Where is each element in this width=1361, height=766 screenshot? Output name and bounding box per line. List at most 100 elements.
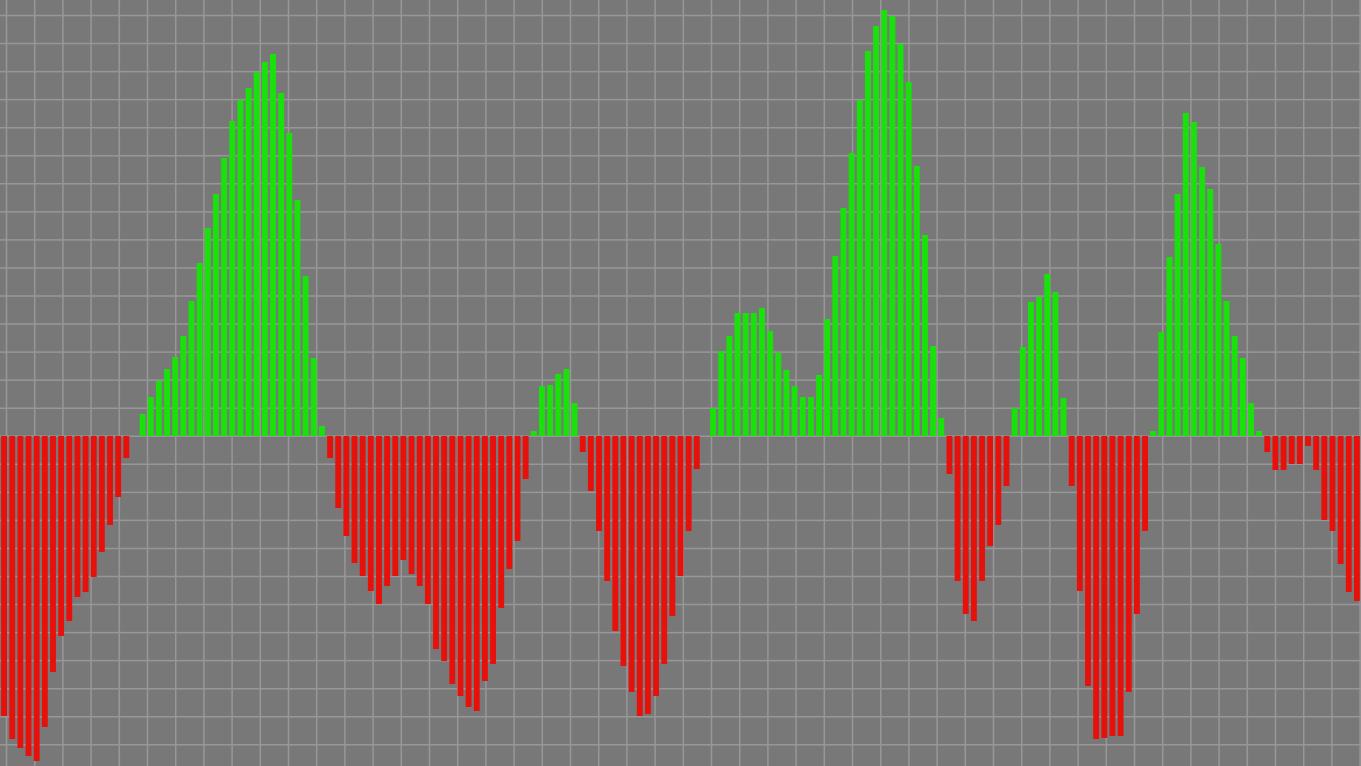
bar-negative — [995, 436, 1002, 525]
bar-positive — [840, 208, 847, 436]
bar-negative — [636, 436, 643, 716]
bar-negative — [669, 436, 676, 616]
bar-positive — [1231, 336, 1238, 436]
bar-negative — [335, 436, 342, 508]
bar-positive — [1036, 297, 1043, 436]
bar-positive — [930, 346, 937, 436]
bar-positive — [302, 276, 309, 436]
bar-positive — [204, 228, 211, 436]
bar-negative — [1288, 436, 1295, 464]
bar-negative — [604, 436, 611, 581]
bar-negative — [946, 436, 953, 474]
bar-negative — [1272, 436, 1279, 470]
bar-negative — [498, 436, 505, 608]
bar-negative — [1296, 436, 1303, 464]
bar-positive — [905, 82, 912, 436]
bar-positive — [1052, 292, 1059, 436]
bar-positive — [1019, 347, 1026, 436]
bar-positive — [856, 100, 863, 436]
bar-positive — [164, 369, 170, 436]
bar-negative — [1117, 436, 1124, 736]
bar-positive — [270, 54, 276, 436]
bar-negative — [58, 436, 65, 636]
bar-negative — [677, 436, 684, 576]
bar-negative — [473, 436, 480, 711]
bar-negative — [612, 436, 619, 631]
bar-positive — [726, 336, 733, 436]
bar-negative — [465, 436, 472, 707]
bar-positive — [922, 235, 928, 436]
bar-negative — [522, 436, 529, 479]
bar-negative — [433, 436, 439, 649]
bar-negative — [1329, 436, 1336, 531]
bar-positive — [261, 62, 268, 436]
bar-positive — [1199, 167, 1206, 436]
bar-negative — [628, 436, 635, 692]
bar-negative — [987, 436, 994, 546]
bar-negative — [481, 436, 488, 681]
bar-negative — [367, 436, 374, 591]
bar-positive — [555, 374, 562, 436]
bar-positive — [286, 133, 293, 436]
bar-positive — [1223, 301, 1230, 436]
bar-positive — [1060, 398, 1067, 436]
bar-positive — [718, 351, 725, 436]
bar-positive — [807, 397, 814, 436]
bar-negative — [376, 436, 382, 604]
bar-positive — [1239, 358, 1246, 436]
bar-negative — [343, 436, 350, 536]
bar-negative — [685, 436, 692, 531]
bar-positive — [783, 370, 790, 436]
bar-negative — [653, 436, 659, 696]
bar-negative — [644, 436, 651, 714]
bar-negative — [1305, 436, 1311, 446]
bar-negative — [506, 436, 513, 569]
bar-negative — [400, 436, 407, 560]
bar-positive — [188, 301, 195, 436]
bar-positive — [742, 313, 749, 436]
bar-negative — [1068, 436, 1075, 486]
bar-positive — [1158, 332, 1165, 436]
bar-positive — [1044, 274, 1051, 436]
bar-negative — [514, 436, 521, 541]
bar-negative — [424, 436, 431, 604]
bars — [1, 10, 1360, 761]
bar-negative — [41, 436, 48, 727]
bar-positive — [889, 16, 896, 436]
bar-positive — [1256, 431, 1263, 436]
bar-negative — [979, 436, 985, 581]
bar-positive — [221, 158, 228, 436]
bar-positive — [759, 308, 765, 436]
bar-negative — [327, 436, 333, 458]
bar-negative — [1337, 436, 1344, 564]
bar-negative — [50, 436, 56, 672]
bar-negative — [1321, 436, 1328, 520]
bar-negative — [1125, 436, 1132, 692]
bar-negative — [408, 436, 415, 574]
bar-negative — [1142, 436, 1148, 531]
bar-negative — [490, 436, 496, 664]
bar-negative — [1003, 436, 1010, 486]
bar-negative — [1109, 436, 1116, 736]
bar-positive — [172, 357, 179, 436]
bar-negative — [107, 436, 113, 525]
bar-positive — [734, 313, 741, 436]
bar-positive — [1166, 257, 1173, 436]
bar-negative — [579, 436, 586, 452]
bar-positive — [865, 51, 871, 436]
bar-positive — [913, 166, 920, 436]
bar-positive — [832, 256, 839, 436]
bar-positive — [1028, 302, 1034, 436]
bar-positive — [237, 100, 244, 436]
bar-negative — [74, 436, 81, 597]
bar-positive — [710, 408, 717, 436]
bar-negative — [1313, 436, 1320, 470]
bar-positive — [1207, 189, 1214, 436]
bar-negative — [661, 436, 668, 664]
bar-positive — [180, 336, 187, 436]
bar-positive — [318, 426, 325, 436]
bar-negative — [66, 436, 73, 621]
bar-positive — [155, 381, 162, 436]
bar-positive — [571, 403, 578, 436]
